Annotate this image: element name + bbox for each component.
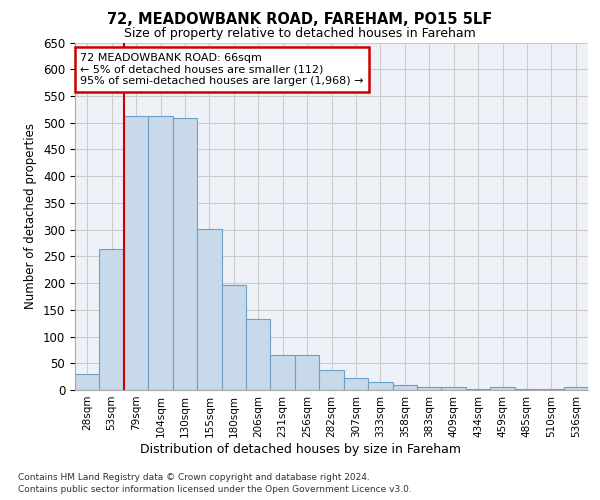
Bar xyxy=(368,382,392,390)
Bar xyxy=(197,228,221,390)
Bar xyxy=(173,118,197,390)
Bar xyxy=(344,378,368,390)
Bar xyxy=(246,320,271,390)
Text: 72, MEADOWBANK ROAD, FAREHAM, PO15 5LF: 72, MEADOWBANK ROAD, FAREHAM, PO15 5LF xyxy=(107,12,493,28)
Y-axis label: Number of detached properties: Number of detached properties xyxy=(25,123,37,309)
Bar xyxy=(271,355,295,390)
Bar xyxy=(417,387,442,390)
Text: Contains public sector information licensed under the Open Government Licence v3: Contains public sector information licen… xyxy=(18,485,412,494)
Bar xyxy=(75,374,100,390)
Text: 72 MEADOWBANK ROAD: 66sqm
← 5% of detached houses are smaller (112)
95% of semi-: 72 MEADOWBANK ROAD: 66sqm ← 5% of detach… xyxy=(80,53,364,86)
Bar xyxy=(563,388,588,390)
Bar xyxy=(515,389,539,390)
Bar xyxy=(221,285,246,390)
Bar xyxy=(100,250,124,390)
Bar xyxy=(539,389,563,390)
Text: Distribution of detached houses by size in Fareham: Distribution of detached houses by size … xyxy=(139,442,461,456)
Bar xyxy=(392,385,417,390)
Bar xyxy=(490,388,515,390)
Bar xyxy=(124,116,148,390)
Bar xyxy=(466,389,490,390)
Bar xyxy=(319,370,344,390)
Text: Contains HM Land Registry data © Crown copyright and database right 2024.: Contains HM Land Registry data © Crown c… xyxy=(18,472,370,482)
Bar xyxy=(442,388,466,390)
Text: Size of property relative to detached houses in Fareham: Size of property relative to detached ho… xyxy=(124,28,476,40)
Bar xyxy=(295,355,319,390)
Bar xyxy=(148,116,173,390)
